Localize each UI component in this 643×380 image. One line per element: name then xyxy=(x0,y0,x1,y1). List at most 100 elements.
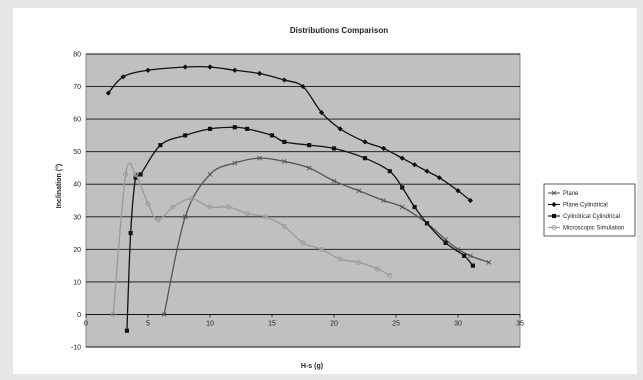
series-1 xyxy=(105,64,473,204)
data-point xyxy=(400,185,405,190)
x-tick-label: 0 xyxy=(84,320,88,327)
x-tick-label: 15 xyxy=(268,320,276,327)
data-point xyxy=(300,240,306,246)
legend-label: Cylindrical Cylindrical xyxy=(563,214,620,220)
y-tick-label: 20 xyxy=(73,247,81,254)
plot-area xyxy=(85,53,521,348)
data-point xyxy=(381,145,387,152)
legend-item: Microscopic Simulation xyxy=(548,224,624,232)
data-point xyxy=(424,221,430,226)
x-tick-label: 25 xyxy=(392,320,400,327)
data-point xyxy=(331,146,337,151)
x-tick-label: 5 xyxy=(146,320,150,327)
legend-item: Cylindrical Cylindrical xyxy=(548,213,620,220)
legend-label: Plane xyxy=(563,191,579,197)
y-tick-label: 80 xyxy=(73,52,81,59)
data-point xyxy=(226,204,232,210)
data-point xyxy=(486,259,492,265)
data-point xyxy=(128,230,133,236)
series-3 xyxy=(110,162,393,317)
data-point xyxy=(138,172,143,177)
y-tick-label: 0 xyxy=(77,312,81,319)
data-point xyxy=(551,213,557,219)
data-point xyxy=(467,197,473,204)
data-point xyxy=(319,246,325,252)
data-point xyxy=(387,272,393,278)
data-point xyxy=(120,74,126,80)
data-point xyxy=(356,259,362,265)
data-point xyxy=(337,256,343,262)
data-point xyxy=(412,204,417,210)
x-tick-label: 30 xyxy=(454,320,462,327)
y-axis-label: Inclination (°) xyxy=(55,164,63,208)
legend-item: Plane Cylindrical xyxy=(548,201,608,209)
data-point xyxy=(245,126,250,131)
data-point xyxy=(551,190,557,196)
data-point xyxy=(269,133,275,138)
data-point xyxy=(468,253,473,259)
data-point xyxy=(281,224,287,230)
data-point xyxy=(436,175,442,181)
data-point xyxy=(319,110,325,116)
data-point xyxy=(307,143,312,148)
data-point xyxy=(207,172,213,177)
data-point xyxy=(232,125,237,130)
data-point xyxy=(244,210,250,217)
data-point xyxy=(470,263,475,268)
data-point xyxy=(362,156,368,161)
x-tick-label: 20 xyxy=(330,320,338,327)
data-point xyxy=(182,64,188,70)
data-point xyxy=(282,159,287,164)
data-point xyxy=(124,328,129,333)
data-point xyxy=(424,168,430,174)
data-point xyxy=(183,133,188,138)
data-point xyxy=(105,90,111,96)
data-point xyxy=(443,240,448,245)
series-2 xyxy=(124,125,475,333)
data-point xyxy=(399,204,405,210)
series-line xyxy=(163,157,490,315)
data-point xyxy=(551,201,557,208)
y-tick-label: 70 xyxy=(73,84,81,91)
data-point xyxy=(300,83,306,90)
data-point xyxy=(133,175,138,180)
data-point xyxy=(170,204,176,210)
data-point xyxy=(158,143,163,148)
data-point xyxy=(387,169,392,174)
series-0 xyxy=(161,155,492,317)
data-point xyxy=(257,155,262,161)
chart-title: Distributions Comparison xyxy=(290,26,388,35)
data-point xyxy=(188,196,194,202)
data-point xyxy=(182,214,188,220)
data-point xyxy=(123,171,129,177)
data-point xyxy=(362,139,368,145)
line-chart: Distributions Comparison -10010203040506… xyxy=(55,26,636,370)
y-tick-label: 60 xyxy=(73,117,81,124)
chart-frame: Distributions Comparison -10 0 10 20 30 40 50 6… xyxy=(13,8,637,374)
data-point xyxy=(263,214,269,220)
data-point xyxy=(282,139,287,144)
data-point xyxy=(207,64,213,70)
y-tick-label: 10 xyxy=(73,279,81,286)
legend-label: Microscopic Simulation xyxy=(563,226,624,232)
data-point xyxy=(399,155,405,161)
x-tick-label: 35 xyxy=(516,320,524,327)
y-tick-label: 30 xyxy=(73,214,81,221)
data-point xyxy=(374,266,380,272)
data-point xyxy=(281,77,287,83)
data-point xyxy=(381,198,386,203)
x-axis-label: H-s (g) xyxy=(301,363,323,370)
y-tick-label: -10 xyxy=(71,345,81,352)
data-point xyxy=(155,217,161,223)
series-line xyxy=(112,162,391,315)
y-tick-label: 50 xyxy=(73,149,81,156)
data-point xyxy=(110,311,116,317)
data-point xyxy=(207,204,213,210)
x-tick-label: 10 xyxy=(206,320,214,327)
data-point xyxy=(412,162,418,168)
data-point xyxy=(161,312,167,317)
data-point xyxy=(232,67,238,73)
legend: Plane Plane Cylindrical Cylindrical Cylind… xyxy=(543,183,636,237)
data-point xyxy=(462,253,467,258)
y-tick-label: 40 xyxy=(73,182,81,189)
